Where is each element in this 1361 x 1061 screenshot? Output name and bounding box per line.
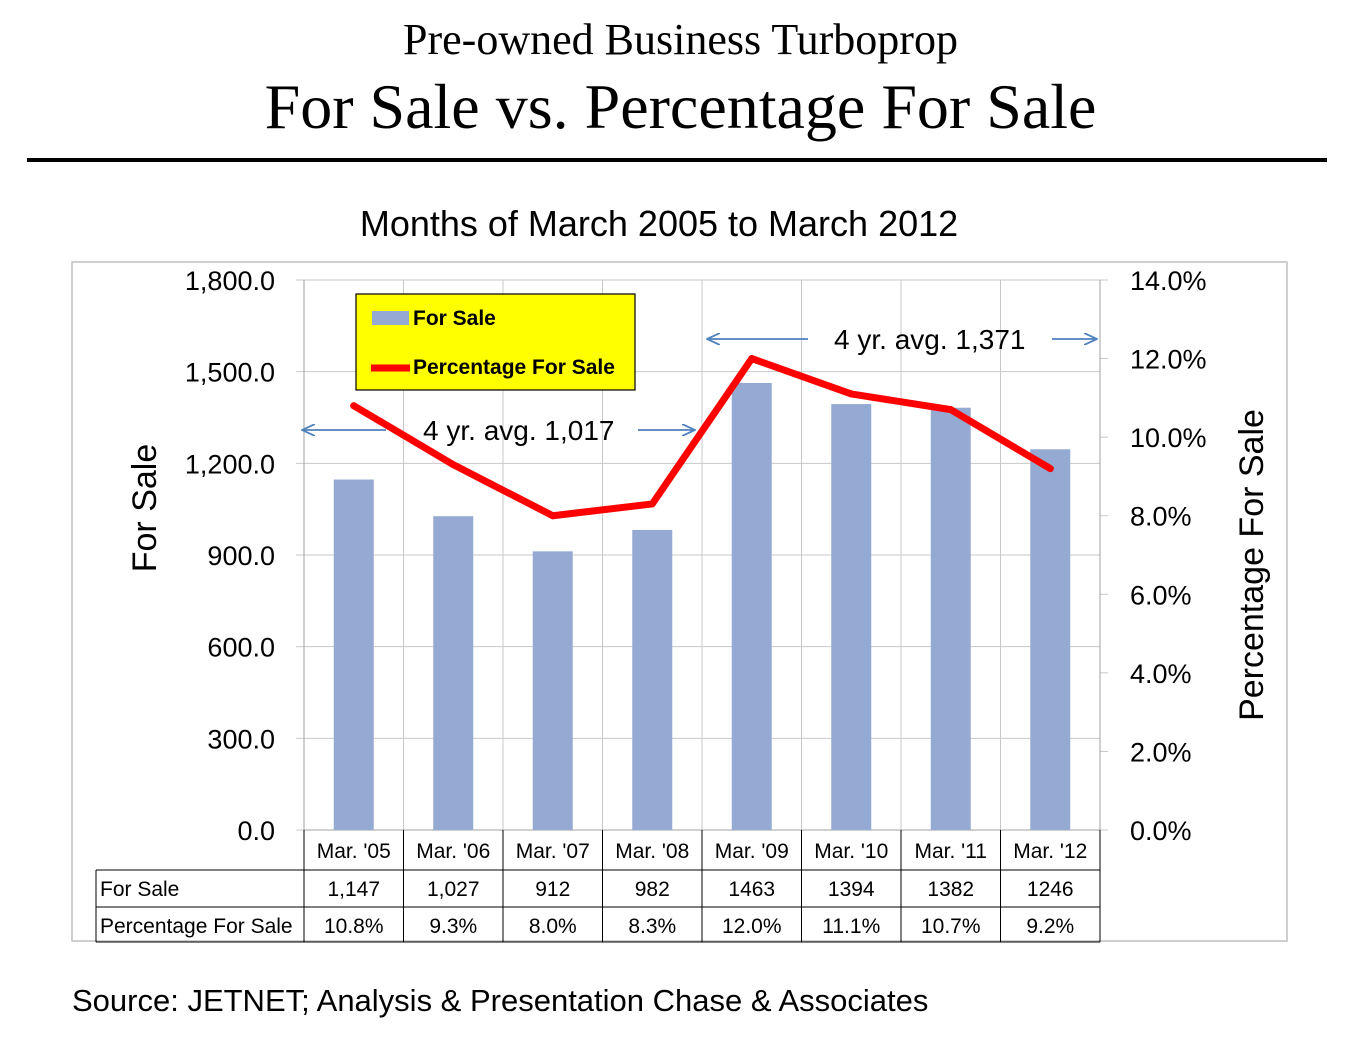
chart-frame [71, 261, 1288, 942]
percentage-line [350, 355, 1054, 520]
table-cell: 11.1% [822, 915, 880, 938]
table-row-header: Percentage For Sale [100, 915, 293, 938]
bar-series-for-sale [333, 382, 1071, 830]
y2-axis-title: Percentage For Sale [1233, 409, 1271, 721]
y-tick-label: 1,500.0 [185, 358, 275, 388]
bar [333, 479, 374, 830]
table-cell: 12.0% [722, 915, 782, 938]
y2-tick-label: 12.0% [1130, 345, 1207, 375]
page-title: For Sale vs. Percentage For Sale [264, 71, 1097, 142]
annotation-2009-2012: 4 yr. avg. 1,371 [708, 324, 1096, 355]
table-cell: 1246 [1027, 878, 1074, 901]
y2-tick-label: 0.0% [1130, 816, 1192, 846]
y-tick-label: 900.0 [207, 541, 275, 571]
legend-label-for-sale: For Sale [413, 307, 496, 330]
legend: For Sale Percentage For Sale [355, 293, 636, 391]
x-category-label: Mar. '12 [1013, 840, 1087, 863]
y2-tick-label: 10.0% [1130, 423, 1207, 453]
table-cell: 9.3% [429, 915, 477, 938]
line-point [748, 355, 756, 363]
y2-tick-label: 8.0% [1130, 502, 1192, 532]
legend-box [355, 293, 636, 391]
x-axis-categories: Mar. '05 Mar. '06 Mar. '07 Mar. '08 Mar. '09… [317, 840, 1088, 863]
annotation-2005-2008: 4 yr. avg. 1,017 [303, 415, 694, 446]
table-cell: 8.3% [628, 915, 676, 938]
table-row-header: For Sale [100, 878, 179, 901]
x-category-label: Mar. '07 [516, 840, 590, 863]
line-point [549, 512, 557, 520]
line-point [350, 402, 358, 410]
table-cell: 1,147 [327, 878, 380, 901]
x-category-label: Mar. '09 [715, 840, 789, 863]
bar [731, 382, 772, 830]
y-axis-left: 0.0 300.0 600.0 900.0 1,200.0 1,500.0 1,800.0 [185, 266, 275, 846]
table-cell: 912 [535, 878, 570, 901]
legend-label-percentage: Percentage For Sale [413, 356, 615, 379]
title-line1: Pre-owned Business Turboprop [403, 15, 958, 64]
annotation-text-avg-1371: 4 yr. avg. 1,371 [834, 324, 1025, 355]
x-category-label: Mar. '08 [615, 840, 689, 863]
table-cell: 10.8% [324, 915, 384, 938]
table-cell: 9.2% [1026, 915, 1074, 938]
y2-tick-label: 4.0% [1130, 659, 1192, 689]
title-divider [27, 158, 1327, 162]
line-point [449, 461, 457, 469]
y-tick-label: 0.0 [237, 816, 275, 846]
bar [831, 404, 872, 830]
line-point [947, 406, 955, 414]
table-cell: 8.0% [529, 915, 577, 938]
bar [433, 516, 474, 830]
y2-tick-label: 2.0% [1130, 737, 1192, 767]
y2-tick-label: 14.0% [1130, 266, 1207, 296]
chart-subtitle: Months of March 2005 to March 2012 [359, 203, 959, 244]
source-note: Source: JETNET; Analysis & Presentation … [72, 983, 929, 1018]
table-cell: 1394 [828, 878, 875, 901]
table-cell: 1382 [927, 878, 974, 901]
line-point [847, 390, 855, 398]
table-cell: 1,027 [427, 878, 480, 901]
y2-tick-label: 6.0% [1130, 580, 1192, 610]
table-cell: 1463 [728, 878, 775, 901]
y-axis-title: For Sale [126, 444, 164, 573]
data-table: For Sale 1,147 1,027 912 982 1463 1394 1382 1246… [95, 830, 1101, 943]
bar [1030, 449, 1071, 830]
line-series-percentage [350, 355, 1054, 520]
x-category-label: Mar. '10 [814, 840, 888, 863]
y-tick-label: 600.0 [207, 633, 275, 663]
bar [632, 529, 673, 830]
line-point [648, 500, 656, 508]
x-category-label: Mar. '05 [317, 840, 391, 863]
bar [930, 407, 971, 830]
table-cell: 982 [635, 878, 670, 901]
bar [532, 551, 573, 830]
y-tick-label: 300.0 [207, 724, 275, 754]
x-category-label: Mar. '06 [416, 840, 490, 863]
y-tick-label: 1,800.0 [185, 266, 275, 296]
annotation-text-avg-1017: 4 yr. avg. 1,017 [423, 415, 614, 446]
line-point [1046, 465, 1054, 473]
y-tick-label: 1,200.0 [185, 449, 275, 479]
x-category-label: Mar. '11 [915, 840, 988, 863]
y-axis-right: 0.0% 2.0% 4.0% 6.0% 8.0% 10.0% 12.0% 14.0% [1130, 266, 1207, 846]
table-cell: 10.7% [921, 915, 981, 938]
legend-swatch-bar [372, 311, 409, 325]
